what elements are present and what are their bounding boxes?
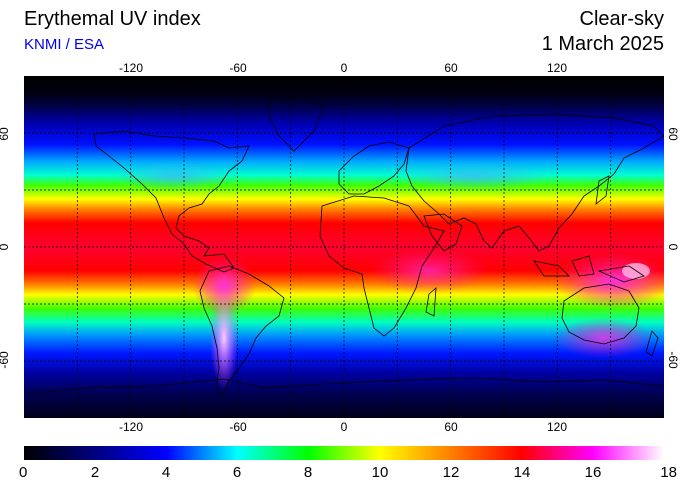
lat-tick-right: -60 — [666, 351, 680, 369]
colorbar-label: 16 — [584, 464, 602, 481]
coastlines — [24, 95, 664, 397]
colorbar-label: 2 — [90, 464, 100, 481]
lon-tick-top: 0 — [340, 61, 348, 75]
lon-tick-bottom: 0 — [340, 420, 348, 434]
graticule — [24, 76, 664, 418]
colorbar-label: 4 — [161, 464, 171, 481]
uv-map-svg — [24, 76, 664, 418]
lon-tick-top: 60 — [444, 61, 458, 75]
lat-tick-right: 60 — [666, 127, 680, 141]
map-date: 1 March 2025 — [541, 33, 664, 55]
lon-tick-bottom: -120 — [118, 420, 144, 434]
colorbar-label: 18 — [660, 464, 677, 481]
lat-tick-left: 60 — [0, 127, 11, 141]
lon-tick-bottom: 120 — [546, 420, 568, 434]
lon-tick-top: -120 — [118, 61, 144, 75]
colorbar-label: 14 — [513, 464, 531, 481]
lon-tick-top: -60 — [229, 61, 247, 75]
lat-tick-right: 0 — [666, 243, 680, 251]
sky-condition: Clear-sky — [579, 8, 664, 30]
uv-colorbar — [24, 446, 664, 460]
lon-tick-bottom: -60 — [229, 420, 247, 434]
uv-index-map — [24, 76, 664, 418]
colorbar-label: 6 — [232, 464, 242, 481]
lon-tick-bottom: 60 — [444, 420, 458, 434]
colorbar-label: 0 — [19, 464, 28, 481]
lon-tick-top: 120 — [546, 61, 568, 75]
colorbar-label: 8 — [303, 464, 313, 481]
data-source: KNMI / ESA — [24, 36, 105, 53]
lat-tick-left: -60 — [0, 351, 11, 369]
colorbar-label: 10 — [371, 464, 389, 481]
map-title: Erythemal UV index — [24, 8, 201, 30]
lat-tick-left: 0 — [0, 244, 11, 251]
colorbar-label: 12 — [442, 464, 460, 481]
